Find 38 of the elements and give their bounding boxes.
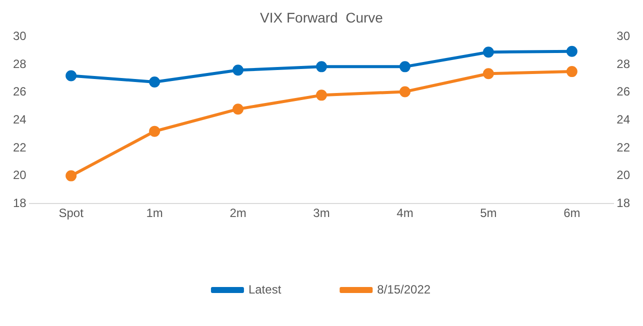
x-tick-label: 6m [564, 206, 580, 220]
point [566, 66, 578, 78]
x-tick-label: 2m [230, 206, 246, 220]
legend-label: Latest [248, 282, 282, 296]
point [232, 104, 244, 115]
point [66, 70, 77, 82]
point [566, 46, 578, 57]
point [316, 61, 327, 72]
y-tick-label: 30 [12, 29, 27, 44]
x-tick-label: 1m [146, 206, 163, 220]
point [149, 76, 160, 88]
y2-tick-label: 26 [616, 84, 630, 99]
point [482, 46, 494, 58]
x-tick-label: 4m [396, 206, 414, 220]
point [482, 68, 494, 80]
legend-label: 8/15/2022 [377, 282, 431, 296]
point [399, 61, 410, 72]
y2-tick-label: 28 [616, 56, 630, 71]
y2-tick-label: 18 [616, 196, 630, 210]
y2-tick-label: 22 [616, 140, 630, 154]
y-tick-label: 18 [12, 196, 27, 210]
y2-tick-label: 24 [616, 112, 630, 127]
x-tick-label: 5m [480, 206, 497, 220]
x-tick-label: 3m [313, 206, 330, 220]
y-tick-label: 20 [12, 168, 27, 182]
y-tick-label: 24 [12, 112, 27, 127]
point [399, 86, 410, 98]
y-tick-label: 26 [12, 84, 27, 99]
y-tick-label: 28 [12, 56, 27, 71]
x-tick-label: Spot [58, 206, 84, 220]
point [149, 126, 160, 137]
y2-tick-label: 20 [616, 168, 630, 182]
chart-title: VIX Forward Curve [260, 9, 384, 26]
point [232, 64, 244, 76]
point [66, 170, 77, 182]
y-tick-label: 22 [12, 140, 27, 154]
y2-tick-label: 30 [616, 29, 630, 44]
point [316, 90, 327, 101]
